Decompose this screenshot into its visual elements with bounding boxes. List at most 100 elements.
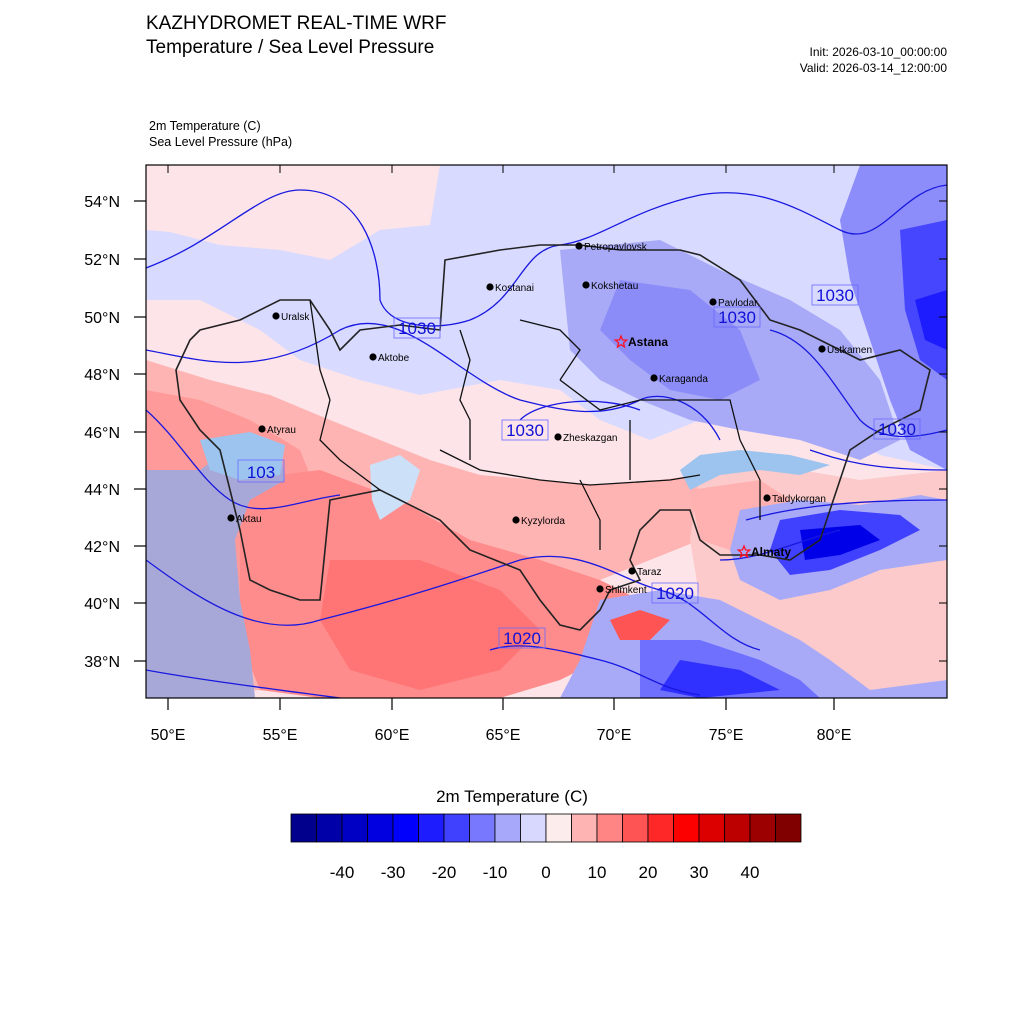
city-label: Aktobe — [378, 353, 410, 364]
city-label: Taraz — [637, 567, 661, 578]
city-pavlodar: Pavlodar — [709, 298, 758, 309]
lon-label: 55°E — [263, 727, 298, 744]
colorbar-swatch — [571, 813, 598, 843]
colorbar-swatch — [724, 813, 751, 843]
latitude-axis: 54°N 52°N 50°N 48°N 46°N 44°N 42°N 40°N 38°N — [84, 194, 947, 671]
lat-label: 48°N — [84, 367, 120, 384]
colorbar-swatch — [290, 813, 317, 843]
colorbar-swatch — [469, 813, 496, 843]
city-label: Astana — [628, 335, 668, 349]
isobar-label-box — [501, 419, 549, 441]
city-karaganda: Karaganda — [650, 374, 708, 385]
colorbar-tick-label: 40 — [741, 863, 760, 882]
isobar-label: 1030 — [816, 286, 854, 305]
city-label: Zheskazgan — [563, 433, 617, 444]
city-kyzylorda: Kyzylorda — [512, 516, 565, 527]
city-ustkamen: Ustkamen — [818, 345, 872, 356]
colorbar-swatch — [367, 813, 394, 843]
colorbar-swatch — [749, 813, 776, 843]
isobar-label: 1030 — [878, 420, 916, 439]
lon-label: 65°E — [486, 727, 521, 744]
city-dot-icon — [227, 514, 235, 522]
city-markers: Petropavlovsk Kostanai Kokshetau Pavlodar Ur… — [227, 242, 872, 596]
city-label: Kokshetau — [591, 281, 638, 292]
country-borders — [175, 244, 931, 631]
colorbar-swatch — [520, 813, 547, 843]
colorbar-swatch — [443, 813, 470, 843]
city-dot-icon — [272, 312, 280, 320]
city-dot-icon — [369, 353, 377, 361]
isobar-label: 1030 — [718, 308, 756, 327]
city-label: Almaty — [751, 545, 791, 559]
colorbar-swatch — [622, 813, 649, 843]
lon-label: 75°E — [709, 727, 744, 744]
capital-star-icon — [736, 544, 752, 559]
lat-label: 50°N — [84, 310, 120, 327]
city-dot-icon — [763, 494, 771, 502]
colorbar-tick-label: 30 — [690, 863, 709, 882]
city-dot-icon — [486, 283, 494, 291]
city-uralsk: Uralsk — [272, 312, 310, 323]
city-label: Kyzylorda — [521, 516, 565, 527]
city-aktobe: Aktobe — [369, 353, 410, 364]
temperature-field — [146, 165, 947, 698]
colorbar-tick-label: 10 — [588, 863, 607, 882]
valid-time: Valid: 2026-03-14_12:00:00 — [799, 61, 947, 75]
isobar-label: 1030 — [398, 319, 436, 338]
city-atyrau: Atyrau — [258, 425, 296, 436]
map-title: KAZHYDROMET REAL-TIME WRF — [146, 13, 447, 34]
city-petropavlovsk: Petropavlovsk — [575, 242, 648, 253]
city-dot-icon — [554, 433, 562, 441]
lon-label: 60°E — [375, 727, 410, 744]
city-dot-icon — [575, 242, 583, 250]
isobar-label: 1020 — [503, 629, 541, 648]
temperature-colorbar: -40 -30 -20 -10 0 10 20 30 40 — [290, 813, 802, 882]
city-label: Shimkent — [605, 585, 647, 596]
capital-star-icon — [613, 334, 629, 349]
colorbar-swatch — [545, 813, 572, 843]
init-time: Init: 2026-03-10_00:00:00 — [809, 45, 947, 59]
temperature-variable-label: 2m Temperature (C) — [149, 119, 261, 133]
pressure-variable-label: Sea Level Pressure (hPa) — [149, 135, 293, 149]
region-borders — [309, 299, 761, 550]
lat-label: 46°N — [84, 425, 120, 442]
colorbar-swatch — [673, 813, 700, 843]
colorbar-title: 2m Temperature (C) — [436, 787, 588, 806]
isobar-label: 103 — [247, 463, 275, 482]
city-label: Aktau — [236, 514, 262, 525]
city-dot-icon — [596, 585, 604, 593]
city-label: Taldykorgan — [772, 494, 826, 505]
lon-label: 50°E — [151, 727, 186, 744]
city-kostanai: Kostanai — [486, 283, 534, 294]
city-label: Uralsk — [281, 312, 310, 323]
colorbar-tick-label: -20 — [432, 863, 457, 882]
longitude-axis: 50°E 55°E 60°E 65°E 70°E 75°E 80°E — [151, 165, 851, 744]
city-astana: Astana — [613, 334, 668, 349]
colorbar-swatch — [596, 813, 623, 843]
city-label: Ustkamen — [827, 345, 872, 356]
city-label: Kostanai — [495, 283, 534, 294]
colorbar-swatch — [698, 813, 725, 843]
isobar-label-box — [393, 317, 441, 339]
lat-label: 40°N — [84, 596, 120, 613]
colorbar-tick-label: -30 — [381, 863, 406, 882]
lat-label: 44°N — [84, 482, 120, 499]
city-aktau: Aktau — [227, 514, 262, 525]
city-dot-icon — [258, 425, 266, 433]
isobars — [146, 184, 947, 698]
isobar-label-box — [651, 582, 699, 604]
city-dot-icon — [582, 281, 590, 289]
city-label: Karaganda — [659, 374, 708, 385]
lat-label: 54°N — [84, 194, 120, 211]
isobar-label-box — [713, 306, 761, 328]
city-dot-icon — [650, 374, 658, 382]
city-kokshetau: Kokshetau — [582, 281, 638, 292]
city-dot-icon — [512, 516, 520, 524]
lat-label: 38°N — [84, 654, 120, 671]
lat-label: 52°N — [84, 252, 120, 269]
colorbar-swatch — [647, 813, 674, 843]
city-taraz: Taraz — [628, 567, 661, 578]
colorbar-swatch — [392, 813, 419, 843]
city-label: Petropavlovsk — [584, 242, 648, 253]
